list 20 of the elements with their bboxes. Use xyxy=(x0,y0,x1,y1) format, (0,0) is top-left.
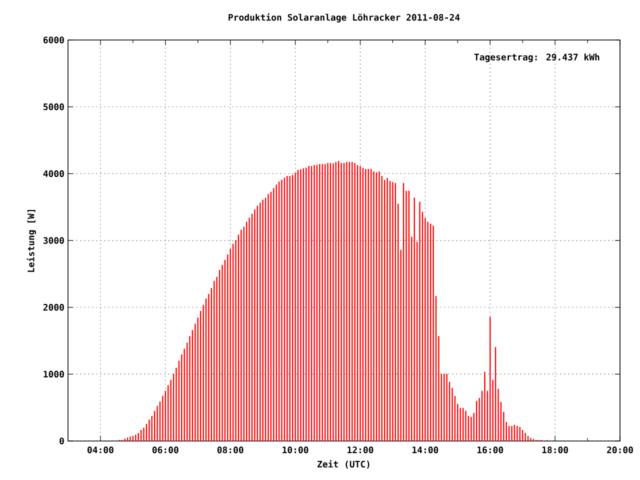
x-tick-label: 16:00 xyxy=(477,446,504,454)
y-tick-label: 1000 xyxy=(44,370,64,378)
chart-title: Produktion Solaranlage Löhracker 2011-08-24 xyxy=(228,13,460,22)
x-tick-label: 06:00 xyxy=(152,446,178,454)
x-tick-label: 04:00 xyxy=(88,446,114,454)
x-tick-label: 14:00 xyxy=(412,446,438,454)
y-tick-label: 2000 xyxy=(43,304,64,311)
x-tick-label: 12:00 xyxy=(348,446,374,454)
y-tick-label: 6000 xyxy=(43,36,64,44)
y-tick-label: 3000 xyxy=(43,237,64,244)
x-tick-label: 10:00 xyxy=(282,446,308,454)
y-tick-label: 4000 xyxy=(43,170,64,178)
annotation: Tagesertrag: 29.437 kWh xyxy=(474,54,600,62)
x-tick-label: 18:00 xyxy=(542,446,568,454)
y-tick-label: 5000 xyxy=(44,103,64,110)
x-tick-label: 20:00 xyxy=(607,446,633,454)
y-axis-title: Leistung [W] xyxy=(26,210,36,272)
x-tick-label: 08:00 xyxy=(217,446,244,454)
x-axis-title: Zeit (UTC) xyxy=(318,460,370,469)
y-tick-label: 0 xyxy=(60,438,64,444)
